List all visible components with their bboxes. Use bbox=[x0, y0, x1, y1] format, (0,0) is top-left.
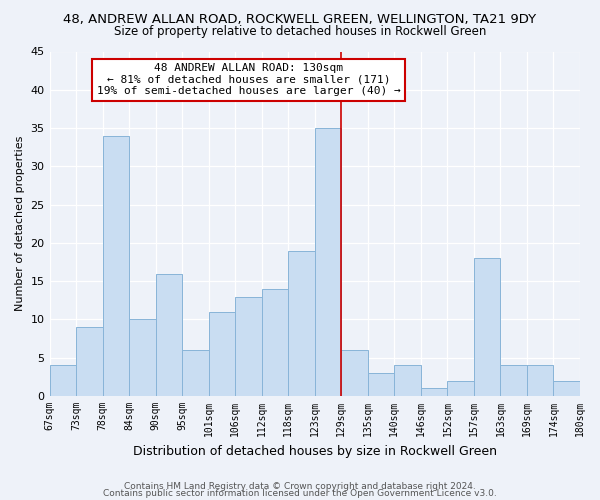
Bar bbox=[50, 366, 76, 396]
Bar bbox=[341, 350, 368, 396]
Bar bbox=[421, 388, 448, 396]
X-axis label: Distribution of detached houses by size in Rockwell Green: Distribution of detached houses by size … bbox=[133, 444, 497, 458]
Bar bbox=[103, 136, 129, 396]
Text: Contains public sector information licensed under the Open Government Licence v3: Contains public sector information licen… bbox=[103, 490, 497, 498]
Text: 48 ANDREW ALLAN ROAD: 130sqm
← 81% of detached houses are smaller (171)
19% of s: 48 ANDREW ALLAN ROAD: 130sqm ← 81% of de… bbox=[97, 63, 400, 96]
Text: Size of property relative to detached houses in Rockwell Green: Size of property relative to detached ho… bbox=[114, 25, 486, 38]
Bar bbox=[209, 312, 235, 396]
Bar bbox=[155, 274, 182, 396]
Text: 48, ANDREW ALLAN ROAD, ROCKWELL GREEN, WELLINGTON, TA21 9DY: 48, ANDREW ALLAN ROAD, ROCKWELL GREEN, W… bbox=[64, 12, 536, 26]
Text: Contains HM Land Registry data © Crown copyright and database right 2024.: Contains HM Land Registry data © Crown c… bbox=[124, 482, 476, 491]
Bar bbox=[288, 250, 315, 396]
Bar bbox=[448, 380, 474, 396]
Y-axis label: Number of detached properties: Number of detached properties bbox=[15, 136, 25, 312]
Bar bbox=[474, 258, 500, 396]
Bar bbox=[235, 296, 262, 396]
Bar bbox=[315, 128, 341, 396]
Bar bbox=[368, 373, 394, 396]
Bar bbox=[76, 327, 103, 396]
Bar bbox=[262, 289, 288, 396]
Bar bbox=[500, 366, 527, 396]
Bar bbox=[553, 380, 580, 396]
Bar bbox=[394, 366, 421, 396]
Bar bbox=[129, 320, 155, 396]
Bar bbox=[527, 366, 553, 396]
Bar bbox=[182, 350, 209, 396]
